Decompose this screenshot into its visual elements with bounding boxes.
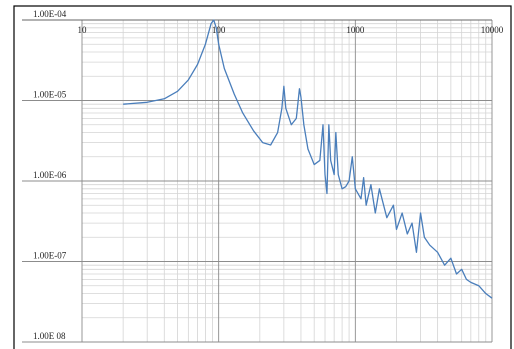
y-tick-label: 1.00E-06	[33, 170, 67, 180]
x-tick-label: 100	[212, 25, 226, 35]
data-line	[123, 19, 493, 299]
y-tick-label: 1.00E-07	[33, 251, 67, 261]
x-tick-label: 10000	[481, 25, 504, 35]
x-tick-label: 10	[78, 25, 88, 35]
x-tick-label: 1000	[346, 25, 365, 35]
y-tick-label: 1.00E-05	[33, 90, 67, 100]
frame	[13, 5, 512, 349]
y-tick-label: 1.00E 08	[33, 331, 66, 341]
y-tick-label: 1.00E-04	[33, 9, 67, 19]
